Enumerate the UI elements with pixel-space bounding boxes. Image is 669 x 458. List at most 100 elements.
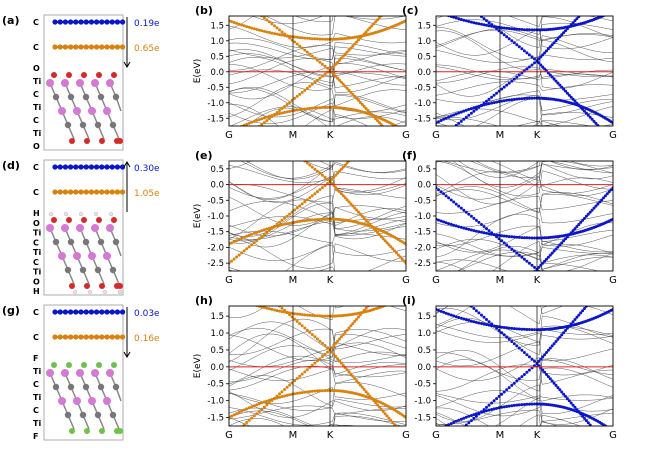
projected-band-point	[541, 355, 545, 359]
projected-band-point	[571, 229, 575, 233]
surface-atom	[96, 217, 102, 223]
projected-band-point	[381, 237, 385, 241]
projected-band-point	[376, 403, 379, 407]
projected-band-point	[349, 90, 353, 94]
y-tick-label: -2.0	[207, 243, 224, 253]
panel-label: (h)	[195, 294, 213, 307]
projected-band-point	[543, 353, 547, 357]
projected-band-point	[332, 64, 336, 68]
projected-band-point	[257, 118, 261, 122]
projected-band-point	[590, 208, 594, 212]
projected-band-point	[273, 397, 276, 401]
projected-band-point	[357, 381, 360, 385]
projected-band-point	[288, 34, 292, 38]
projected-band-point	[520, 403, 524, 407]
projected-band-point	[265, 30, 269, 34]
projected-band-point	[527, 328, 531, 331]
projected-band-point	[353, 319, 357, 323]
projected-band-point	[303, 36, 307, 40]
band-panel: (b) 1.5 1.0 0.5 0.0 -0.5 -1.0 -1.5 E(eV) G M K G	[193, 4, 410, 141]
graphene-atom	[94, 164, 100, 170]
projected-band-point	[500, 31, 504, 35]
projected-band-point	[490, 324, 494, 328]
projected-band-point	[402, 259, 406, 263]
projected-band-point	[454, 224, 458, 228]
band-line	[229, 176, 406, 203]
projected-band-point	[515, 97, 519, 101]
projected-band-point	[270, 22, 274, 26]
projected-band-point	[459, 206, 463, 210]
projected-band-point	[295, 319, 299, 323]
projected-band-point	[565, 91, 569, 95]
projected-band-point	[376, 231, 379, 234]
projected-band-point	[480, 104, 483, 108]
projected-band-point	[326, 350, 329, 354]
projected-band-point	[265, 119, 269, 123]
projected-band-point	[255, 403, 259, 407]
projected-band-point	[492, 233, 496, 237]
projected-band-point	[505, 234, 509, 238]
ti-atom	[106, 224, 114, 232]
atom-label: Ti	[33, 229, 41, 238]
projected-band-point	[245, 247, 249, 251]
plot-frame	[435, 305, 614, 427]
ti-atom	[58, 107, 66, 115]
y-tick-label: 0.5	[210, 346, 224, 356]
projected-band-point	[298, 204, 302, 208]
band-line	[436, 66, 613, 80]
projected-band-point	[522, 97, 526, 100]
projected-band-point	[267, 117, 271, 121]
projected-band-point	[472, 109, 476, 113]
projected-band-point	[469, 107, 473, 111]
projected-band-point	[232, 413, 236, 417]
projected-band-point	[338, 190, 341, 194]
projected-band-point	[564, 237, 567, 241]
projected-band-point	[459, 110, 463, 114]
projected-band-point	[336, 76, 340, 80]
projected-band-point	[262, 116, 266, 120]
projected-band-point	[278, 28, 281, 32]
projected-band-point	[275, 32, 279, 36]
projected-band-point	[248, 302, 251, 305]
graphene-atom	[78, 334, 84, 340]
projected-band-point	[323, 175, 327, 179]
projected-band-point	[355, 317, 359, 321]
graphene-atom	[83, 189, 89, 195]
x-tick-label: K	[327, 275, 334, 286]
projected-band-point	[345, 328, 349, 332]
projected-band-point	[362, 388, 366, 391]
h-atom	[87, 290, 92, 295]
projected-band-point	[318, 314, 322, 318]
projected-band-point	[467, 227, 471, 231]
projected-band-point	[240, 236, 244, 240]
projected-band-point	[546, 255, 550, 259]
projected-band-point	[262, 400, 266, 404]
x-tick-label: M	[496, 430, 505, 441]
projected-band-point	[315, 37, 319, 41]
projected-band-point	[485, 99, 488, 103]
projected-band-point	[539, 55, 543, 59]
projected-band-point	[293, 379, 297, 383]
projected-band-point	[303, 88, 307, 92]
projected-band-point	[357, 98, 360, 102]
projected-band-point	[283, 394, 287, 398]
projected-band-point	[442, 220, 446, 224]
c-atom	[109, 266, 117, 274]
band-line	[436, 225, 613, 247]
projected-band-point	[313, 361, 317, 365]
projected-band-point	[255, 239, 259, 243]
panel-label: (f)	[402, 149, 417, 162]
projected-band-point	[383, 412, 387, 416]
projected-band-point	[586, 421, 590, 425]
projected-band-point	[525, 370, 529, 374]
projected-band-point	[330, 350, 334, 354]
graphene-atom	[94, 19, 100, 25]
surface-atom	[111, 362, 117, 368]
projected-band-point	[505, 35, 509, 39]
projected-band-point	[533, 96, 536, 100]
projected-band-point	[315, 314, 319, 318]
projected-band-point	[477, 230, 481, 234]
projected-band-point	[339, 80, 343, 84]
projected-band-point	[323, 72, 327, 76]
projected-band-point	[347, 88, 351, 92]
